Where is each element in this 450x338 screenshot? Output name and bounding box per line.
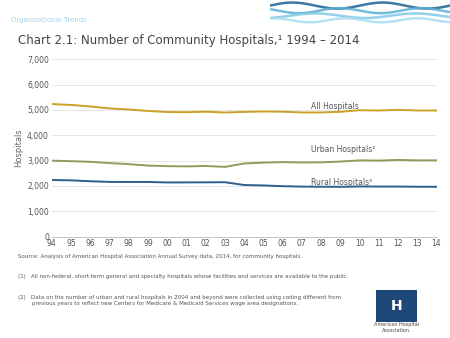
Text: Chart 2.1: Number of Community Hospitals,¹ 1994 – 2014: Chart 2.1: Number of Community Hospitals…: [18, 34, 360, 47]
Text: Source: Analysis of American Hospital Association Annual Survey data, 2014, for : Source: Analysis of American Hospital As…: [18, 254, 302, 259]
Text: TRENDWATCH CHARTBOOK 2016: TRENDWATCH CHARTBOOK 2016: [11, 5, 139, 10]
Text: Urban Hospitals²: Urban Hospitals²: [311, 145, 376, 154]
Text: Organizational Trends: Organizational Trends: [11, 17, 87, 23]
Text: All Hospitals: All Hospitals: [311, 101, 359, 111]
FancyBboxPatch shape: [376, 290, 418, 322]
Text: H: H: [391, 299, 402, 313]
Text: American Hospital
Association.: American Hospital Association.: [374, 322, 419, 333]
Text: (1)   All non-federal, short-term general and specialty hospitals whose faciliti: (1) All non-federal, short-term general …: [18, 273, 348, 279]
Text: (2)   Data on the number of urban and rural hospitals in 2004 and beyond were co: (2) Data on the number of urban and rura…: [18, 295, 341, 306]
Y-axis label: Hospitals: Hospitals: [14, 128, 23, 167]
Text: Rural Hospitals²: Rural Hospitals²: [311, 178, 373, 187]
